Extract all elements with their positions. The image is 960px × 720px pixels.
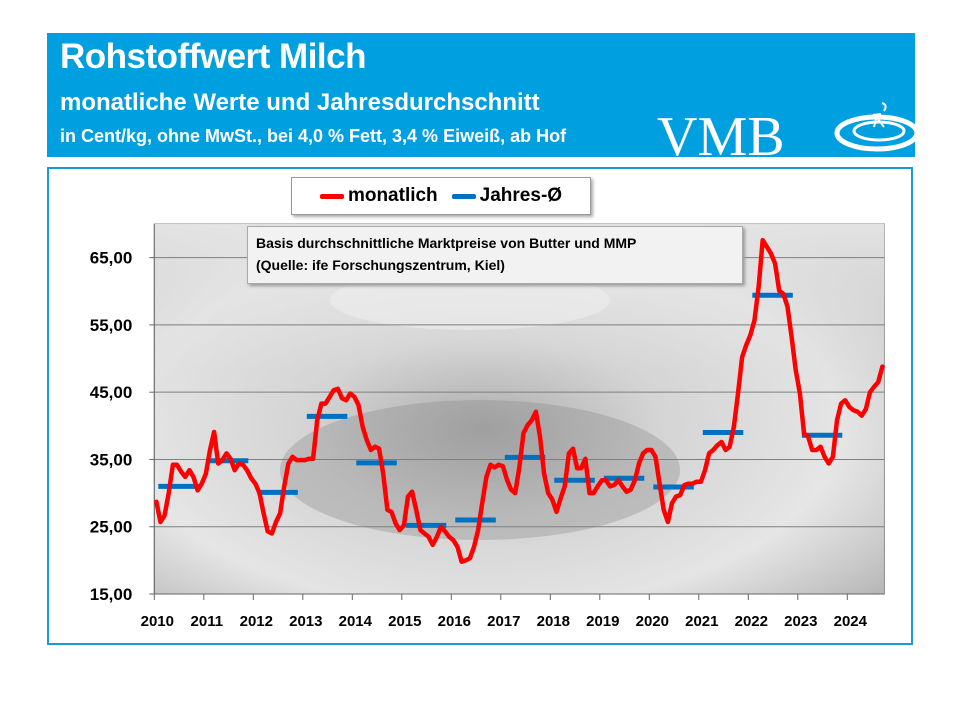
x-tick-label: 2023 — [784, 613, 817, 630]
page-subtitle: monatliche Werte und Jahresdurchschnitt — [60, 89, 540, 116]
header-banner: Rohstoffwert Milch monatliche Werte und … — [47, 33, 917, 157]
x-tick-label: 2016 — [438, 613, 471, 630]
y-tick-label: 55,00 — [90, 316, 133, 335]
x-tick-label: 2024 — [834, 613, 868, 630]
photo-splash — [330, 270, 610, 330]
plot-area-highlight — [154, 224, 885, 594]
y-tick-label: 45,00 — [90, 383, 133, 402]
legend-item-yearly: Jahres-Ø — [451, 185, 563, 207]
annotation-line-1: Basis durchschnittliche Marktpreise von … — [256, 235, 637, 251]
x-tick-label: 2017 — [487, 613, 520, 630]
y-tick-label: 25,00 — [90, 518, 133, 537]
legend-swatch-yearly — [451, 193, 476, 199]
logo-swirl-icon — [834, 102, 917, 152]
legend-label-yearly: Jahres-Ø — [479, 185, 563, 206]
x-tick-label: 2015 — [388, 613, 421, 630]
y-tick-label: 35,00 — [90, 450, 133, 469]
unit-note: in Cent/kg, ohne MwSt., bei 4,0 % Fett, … — [60, 126, 567, 146]
y-tick-label: 15,00 — [90, 585, 133, 604]
vmb-logo: VMB — [657, 102, 917, 157]
x-tick-label: 2022 — [735, 613, 768, 630]
annotation-line-2: (Quelle: ife Forschungszentrum, Kiel) — [256, 257, 505, 273]
x-tick-label: 2018 — [537, 613, 570, 630]
page-title: Rohstoffwert Milch — [60, 37, 366, 76]
photo-cup-shadow — [280, 400, 680, 540]
legend-item-monthly: monatlich — [319, 185, 438, 207]
x-tick-label: 2013 — [289, 613, 322, 630]
x-tick-label: 2014 — [339, 613, 373, 630]
source-annotation: Basis durchschnittliche Marktpreise von … — [247, 226, 743, 284]
plot-background-photo — [153, 223, 885, 595]
y-tick-label: 65,00 — [90, 249, 133, 268]
legend-label-monthly: monatlich — [347, 185, 438, 206]
x-tick-label: 2020 — [636, 613, 669, 630]
x-tick-label: 2011 — [191, 613, 224, 630]
x-tick-label: 2021 — [685, 613, 718, 630]
legend-swatch-monthly — [319, 193, 344, 199]
logo-wordmark: VMB — [657, 106, 785, 157]
x-tick-label: 2010 — [141, 613, 174, 630]
x-tick-label: 2019 — [586, 613, 619, 630]
legend: monatlich Jahres-Ø — [291, 177, 591, 215]
x-tick-label: 2012 — [240, 613, 273, 630]
